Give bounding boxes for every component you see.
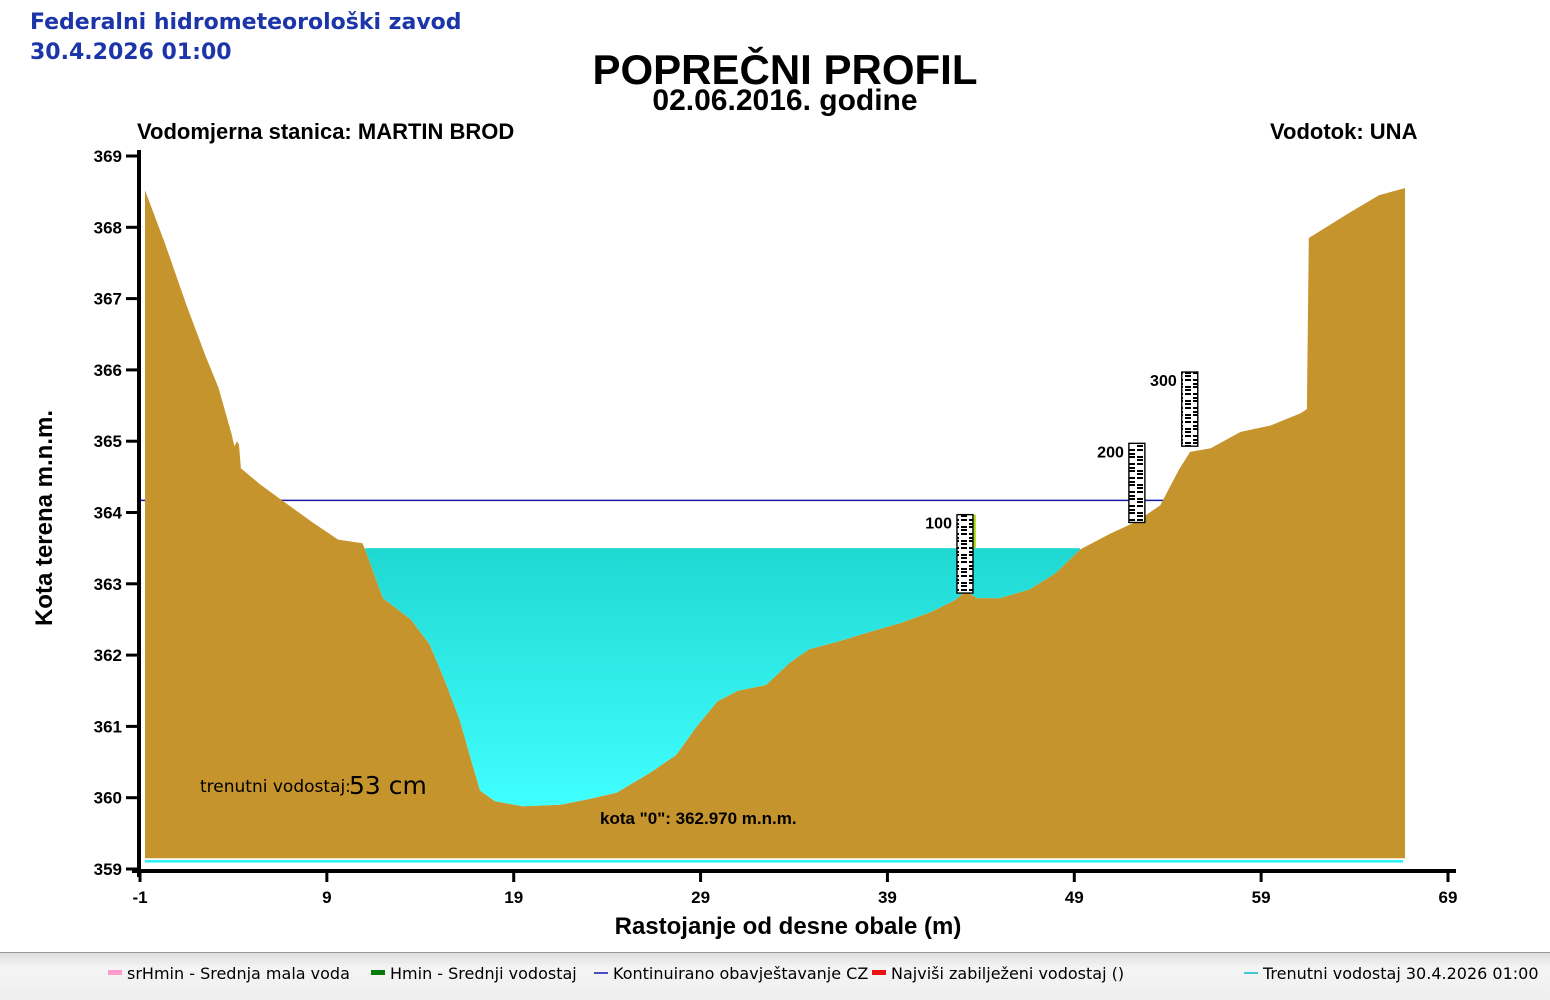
x-tick xyxy=(699,873,703,882)
y-tick xyxy=(126,511,137,514)
cz-line-swatch xyxy=(594,971,608,974)
station-label: Vodomjerna stanica: MARTIN BROD xyxy=(137,119,515,144)
x-tick-label: 39 xyxy=(878,888,897,907)
legend-item-cz: Kontinuirano obavještavanje CZ xyxy=(594,964,868,983)
x-tick-label: -1 xyxy=(132,888,147,907)
legend-bar: srHmin - Srednja mala voda Hmin - Srednj… xyxy=(0,952,1550,1000)
x-tick-label: 9 xyxy=(322,888,331,907)
y-tick xyxy=(126,867,137,871)
x-tick xyxy=(512,873,516,882)
x-tick-label: 29 xyxy=(691,888,710,907)
x-tick-label: 49 xyxy=(1065,888,1084,907)
org-name: Federalni hidrometeorološki zavod xyxy=(30,10,462,35)
y-tick-label: 364 xyxy=(94,504,123,523)
gauge-datum-label: kota "0": 362.970 m.n.m. xyxy=(600,809,797,828)
legend-label: Trenutni vodostaj 30.4.2026 01:00 xyxy=(1263,964,1539,983)
x-tick xyxy=(138,873,142,882)
page-subtitle: 02.06.2016. godine xyxy=(652,84,918,117)
legend-label: srHmin - Srednja mala voda xyxy=(127,964,350,983)
y-tick-label: 361 xyxy=(94,717,122,736)
staff-gauge-300 xyxy=(1181,371,1199,447)
y-tick-label: 363 xyxy=(94,575,122,594)
y-tick xyxy=(126,653,137,657)
hmin-marker xyxy=(973,514,976,549)
x-tick xyxy=(1446,873,1450,882)
y-tick xyxy=(126,225,137,229)
y-tick-label: 369 xyxy=(94,147,122,166)
y-axis-line xyxy=(137,150,141,877)
river-label: Vodotok: UNA xyxy=(1270,119,1418,144)
y-tick-label: 365 xyxy=(94,432,122,451)
baseline-water-stripe xyxy=(145,860,1404,863)
y-tick xyxy=(126,439,137,443)
legend-label: Najviši zabilježeni vodostaj () xyxy=(891,964,1125,983)
hmin-line-swatch xyxy=(371,970,385,975)
x-axis-title: Rastojanje od desne obale (m) xyxy=(614,913,962,940)
max-recorded-line-swatch xyxy=(872,970,886,975)
y-tick xyxy=(126,154,137,158)
x-tick-label: 19 xyxy=(504,888,523,907)
legend-item-max-recorded: Najviši zabilježeni vodostaj () xyxy=(872,964,1124,983)
y-tick-label: 362 xyxy=(94,646,122,665)
x-tick xyxy=(325,873,329,882)
y-tick-label: 360 xyxy=(94,789,122,808)
water-area xyxy=(365,548,1080,807)
legend-label: Hmin - Srednji vodostaj xyxy=(390,964,577,983)
current-level-label: trenutni vodostaj: xyxy=(200,777,351,797)
x-tick-label: 69 xyxy=(1439,888,1458,907)
y-tick-label: 359 xyxy=(94,860,122,879)
y-tick-label: 368 xyxy=(94,218,122,237)
y-tick-label: 367 xyxy=(94,290,122,309)
y-axis-title: Kota terena m.n.m. xyxy=(31,409,58,627)
x-tick xyxy=(1072,873,1076,882)
legend-item-srhmin: srHmin - Srednja mala voda xyxy=(108,964,350,983)
staff-gauge-100 xyxy=(956,513,974,594)
header-datetime: 30.4.2026 01:00 xyxy=(30,40,232,65)
x-tick-label: 59 xyxy=(1252,888,1271,907)
legend-item-hmin: Hmin - Srednji vodostaj xyxy=(371,964,577,983)
y-tick-label: 366 xyxy=(94,361,122,380)
legend-label: Kontinuirano obavještavanje CZ xyxy=(613,964,869,983)
x-tick xyxy=(1259,873,1263,882)
legend-item-current-level: Trenutni vodostaj 30.4.2026 01:00 xyxy=(1244,964,1539,983)
current-level-line-swatch xyxy=(1244,971,1258,974)
page-title: POPREČNI PROFIL xyxy=(592,46,978,93)
x-axis-line xyxy=(132,869,1456,873)
current-level-value: 53 cm xyxy=(349,771,427,800)
gauge-label-300: 300 xyxy=(1150,373,1177,390)
gauge-label-100: 100 xyxy=(925,516,952,533)
gauge-label-200: 200 xyxy=(1097,444,1124,461)
y-tick xyxy=(126,724,137,728)
y-tick xyxy=(126,796,137,800)
y-tick xyxy=(126,368,137,372)
x-tick xyxy=(885,873,889,882)
staff-gauge-200 xyxy=(1128,442,1146,524)
srhmin-line-swatch xyxy=(108,970,122,975)
terrain-area xyxy=(145,188,1405,859)
y-tick xyxy=(126,582,137,586)
y-tick xyxy=(126,297,137,301)
